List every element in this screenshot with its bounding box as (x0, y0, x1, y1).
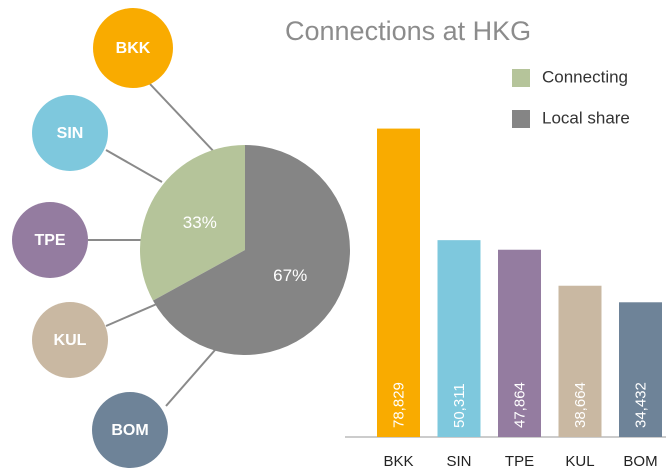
legend-swatch (512, 69, 530, 87)
bar-value-label: 38,664 (572, 382, 589, 428)
legend-label: Connecting (542, 67, 628, 86)
airport-circle (92, 392, 168, 468)
bar (437, 240, 481, 437)
bar (498, 249, 541, 437)
bar (377, 128, 420, 437)
x-tick-label: BKK (383, 453, 413, 469)
x-tick-label: BOM (623, 453, 657, 469)
bar-value-label: 78,829 (390, 382, 407, 428)
connector (105, 149, 163, 183)
airport-label: BOM (111, 422, 148, 439)
airport-label: SIN (57, 125, 84, 142)
airport-circle (32, 95, 108, 171)
airport-circle (93, 8, 173, 88)
bar (558, 285, 602, 437)
bar-value-label: 34,432 (632, 382, 649, 428)
x-tick-label: TPE (505, 453, 534, 469)
slice-label: 67% (273, 266, 307, 285)
pie-slice (152, 145, 350, 356)
connector (165, 341, 223, 407)
slice-label: 33% (183, 213, 217, 232)
pie-slice (140, 145, 245, 301)
legend-swatch (512, 110, 530, 128)
bar (619, 302, 662, 437)
airport-circle (12, 202, 88, 278)
airport-label: KUL (54, 332, 87, 349)
connector (149, 83, 219, 157)
airport-label: BKK (116, 40, 151, 57)
bar-value-label: 50,311 (451, 383, 468, 428)
legend-label: Local share (542, 108, 630, 127)
airport-label: TPE (34, 232, 65, 249)
x-tick-label: SIN (446, 453, 471, 469)
chart-title: Connections at HKG (285, 16, 531, 46)
airport-circle (32, 302, 108, 378)
bar-value-label: 47,864 (511, 382, 528, 428)
x-tick-label: KUL (565, 453, 594, 469)
